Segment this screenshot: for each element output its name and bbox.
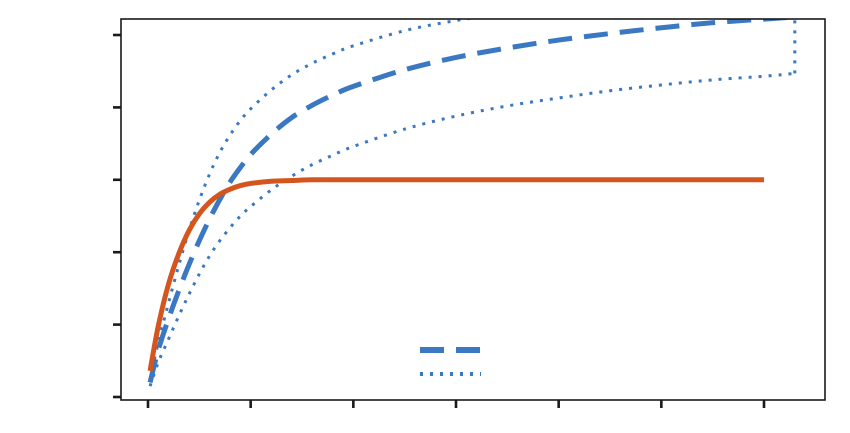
- series-layer: [147, 19, 797, 387]
- plot-frame: [120, 18, 826, 401]
- series-2-dotted-line: [148, 71, 795, 387]
- legend: [420, 347, 481, 376]
- series-0-dashed-line: [147, 19, 795, 384]
- series-4-solid-line: [147, 177, 764, 372]
- tick-layer: [113, 33, 766, 408]
- series-1-dotted-line: [148, 19, 476, 380]
